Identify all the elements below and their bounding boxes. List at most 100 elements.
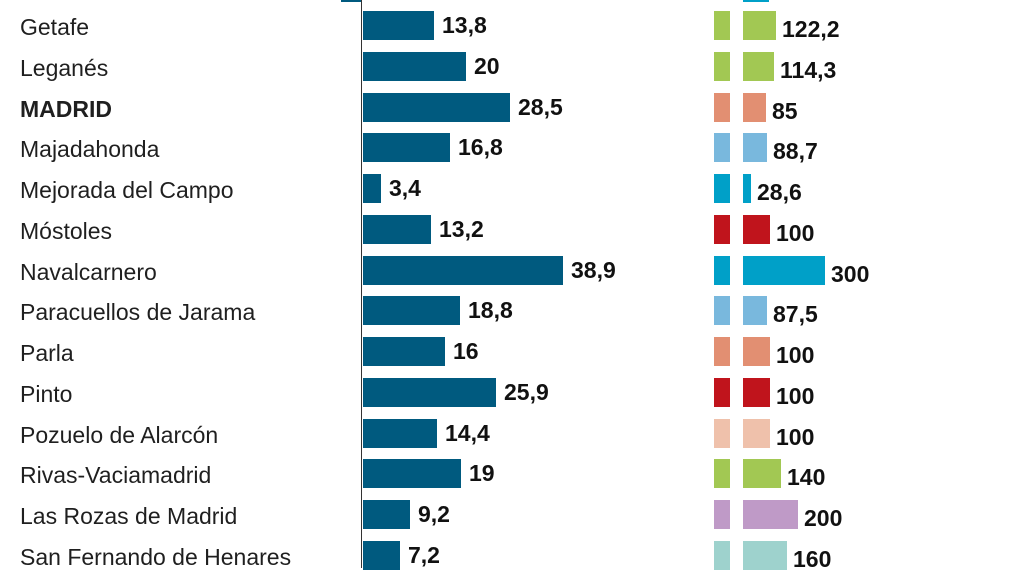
category-label: Pinto — [20, 381, 73, 407]
bar-series-1 — [363, 500, 410, 529]
data-label-series-1: 16,8 — [458, 134, 503, 160]
data-label-series-2: 100 — [776, 342, 815, 368]
data-label-series-2: 100 — [776, 383, 815, 409]
color-key-swatch — [714, 419, 730, 448]
color-key-swatch — [714, 337, 730, 366]
data-label-series-1: 13,2 — [439, 216, 484, 242]
bar-series-2 — [743, 337, 770, 366]
bar-series-1 — [363, 541, 400, 570]
bar-series-1 — [363, 459, 461, 488]
bar-series-2 — [743, 419, 770, 448]
table-row: Paracuellos de Jarama 18,8 87,5 — [0, 291, 1009, 331]
category-label: Mejorada del Campo — [20, 177, 234, 203]
table-row: Móstoles 13,2 100 — [0, 210, 1009, 250]
data-label-series-2: 300 — [831, 261, 870, 287]
bar-series-1 — [363, 133, 450, 162]
bar-series-2 — [743, 541, 787, 570]
color-key-swatch — [714, 215, 730, 244]
table-row: Leganés 20 114,3 — [0, 47, 1009, 87]
bar-series-1 — [363, 174, 381, 203]
table-row: Pinto 25,9 100 — [0, 373, 1009, 413]
category-label: Parla — [20, 340, 74, 366]
data-label-series-1: 25,9 — [504, 379, 549, 405]
data-label-series-1: 20 — [474, 53, 500, 79]
table-row: MADRID 28,5 85 — [0, 88, 1009, 128]
data-label-series-2: 88,7 — [773, 138, 818, 164]
color-key-swatch — [714, 296, 730, 325]
table-row: Navalcarnero 38,9 300 — [0, 251, 1009, 291]
color-key-swatch — [714, 174, 730, 203]
bar-series-1 — [363, 337, 445, 366]
table-row: Las Rozas de Madrid 9,2 200 — [0, 495, 1009, 535]
color-key-swatch — [714, 500, 730, 529]
bar-series-2 — [743, 256, 825, 285]
data-label-series-2: 200 — [804, 505, 843, 531]
data-label-series-1: 18,8 — [468, 297, 513, 323]
color-key-swatch — [714, 378, 730, 407]
table-row: Majadahonda 16,8 88,7 — [0, 128, 1009, 168]
bar-series-2 — [743, 11, 776, 40]
data-label-series-1: 3,4 — [389, 175, 421, 201]
color-key-swatch — [714, 52, 730, 81]
data-label-series-2: 160 — [793, 546, 832, 572]
bar-series-2 — [743, 459, 781, 488]
bar-series-2 — [743, 500, 798, 529]
category-label: Leganés — [20, 55, 109, 81]
data-label-series-2: 87,5 — [773, 301, 818, 327]
data-label-series-1: 14,4 — [445, 420, 490, 446]
category-label: Pozuelo de Alarcón — [20, 422, 219, 448]
category-label: Rivas-Vaciamadrid — [20, 462, 212, 488]
clipped-bar-top-series-2 — [743, 0, 769, 2]
color-key-swatch — [714, 459, 730, 488]
bar-series-1 — [363, 11, 434, 40]
bar-series-2 — [743, 93, 766, 122]
category-label: Majadahonda — [20, 136, 160, 162]
bar-series-1 — [363, 215, 431, 244]
data-label-series-1: 16 — [453, 338, 479, 364]
clipped-bar-top-series-1 — [341, 0, 361, 2]
bar-series-1 — [363, 52, 466, 81]
data-label-series-2: 140 — [787, 464, 826, 490]
bar-series-1 — [363, 296, 460, 325]
data-label-series-2: 122,2 — [782, 16, 840, 42]
axis-line — [361, 0, 362, 568]
data-label-series-1: 13,8 — [442, 12, 487, 38]
color-key-swatch — [714, 11, 730, 40]
category-label: Las Rozas de Madrid — [20, 503, 238, 529]
data-label-series-2: 28,6 — [757, 179, 802, 205]
table-row: Rivas-Vaciamadrid 19 140 — [0, 454, 1009, 494]
bar-series-2 — [743, 296, 767, 325]
category-label: Getafe — [20, 14, 90, 40]
table-row: Parla 16 100 — [0, 332, 1009, 372]
bar-series-1 — [363, 419, 437, 448]
bar-series-2 — [743, 215, 770, 244]
table-row: Pozuelo de Alarcón 14,4 100 — [0, 414, 1009, 454]
data-label-series-2: 85 — [772, 98, 798, 124]
table-row: Mejorada del Campo 3,4 28,6 — [0, 169, 1009, 209]
color-key-swatch — [714, 541, 730, 570]
category-label: Paracuellos de Jarama — [20, 299, 256, 325]
table-row: San Fernando de Henares 7,2 160 — [0, 536, 1009, 576]
data-label-series-2: 100 — [776, 220, 815, 246]
category-label: Móstoles — [20, 218, 113, 244]
category-label: MADRID — [20, 96, 112, 122]
data-label-series-1: 9,2 — [418, 501, 450, 527]
color-key-swatch — [714, 256, 730, 285]
bar-series-2 — [743, 52, 774, 81]
bar-series-1 — [363, 378, 496, 407]
data-label-series-2: 114,3 — [780, 57, 837, 83]
bar-series-2 — [743, 133, 767, 162]
table-row: Getafe 13,8 122,2 — [0, 6, 1009, 46]
category-label: San Fernando de Henares — [20, 544, 292, 570]
color-key-swatch — [714, 133, 730, 162]
bar-series-1 — [363, 256, 563, 285]
data-label-series-1: 38,9 — [571, 257, 616, 283]
bar-series-2 — [743, 378, 770, 407]
category-label: Navalcarnero — [20, 259, 157, 285]
color-key-swatch — [714, 93, 730, 122]
data-label-series-1: 28,5 — [518, 94, 563, 120]
data-label-series-1: 7,2 — [408, 542, 440, 568]
bar-series-1 — [363, 93, 510, 122]
data-label-series-1: 19 — [469, 460, 495, 486]
